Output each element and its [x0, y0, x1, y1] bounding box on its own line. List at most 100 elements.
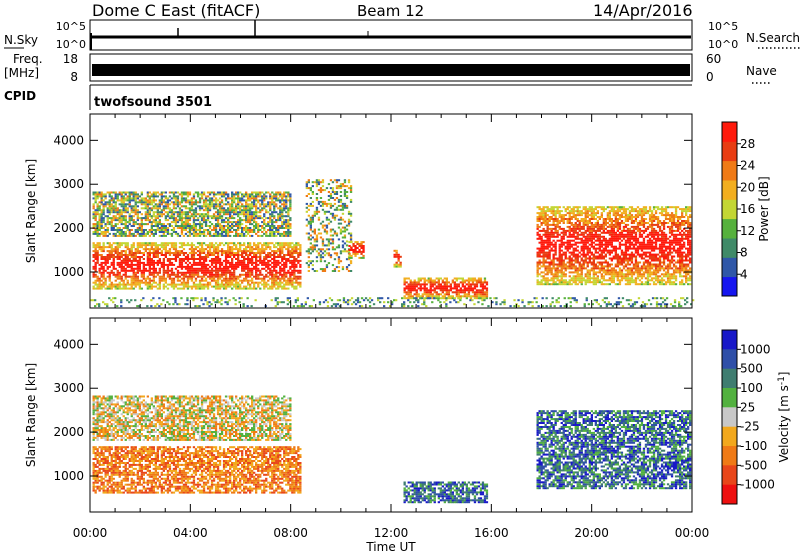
- echo-cell: [222, 213, 226, 216]
- echo-cell: [166, 271, 170, 274]
- echo-cell: [317, 216, 321, 219]
- echo-cell: [257, 252, 260, 254]
- echo-cell: [100, 285, 103, 288]
- echo-cell: [277, 232, 280, 235]
- echo-cell: [568, 235, 571, 238]
- echo-cell: [192, 281, 196, 284]
- echo-cell: [243, 244, 246, 247]
- echo-cell: [142, 248, 145, 251]
- echo-cell: [227, 197, 230, 200]
- echo-cell: [538, 283, 541, 286]
- echo-cell: [333, 179, 337, 182]
- echo-cell: [477, 279, 481, 282]
- echo-cell: [347, 258, 351, 261]
- echo-cell: [128, 229, 131, 231]
- echo-cell: [126, 207, 129, 210]
- echo-cell: [291, 273, 294, 276]
- echo-cell: [582, 241, 585, 244]
- echo-cell: [140, 203, 143, 206]
- echo-cell: [224, 234, 228, 237]
- echo-cell: [140, 279, 143, 282]
- echo-cell: [174, 248, 178, 251]
- echo-cell: [156, 215, 159, 218]
- echo-cell: [275, 195, 278, 198]
- echo-cell: [176, 227, 180, 229]
- echo-cell: [200, 287, 204, 290]
- echo-cell: [174, 203, 178, 206]
- echo-cell: [216, 199, 220, 202]
- echo-cell: [267, 244, 270, 247]
- echo-cell: [140, 261, 143, 264]
- echo-cell: [281, 244, 284, 247]
- echo-cell: [309, 197, 312, 199]
- echo-cell: [202, 263, 206, 266]
- echo-cell: [560, 237, 563, 240]
- echo-cell: [112, 219, 115, 222]
- echo-cell: [261, 217, 264, 220]
- echo-cell: [329, 230, 333, 233]
- echo-cell: [126, 287, 129, 290]
- echo-cell: [198, 229, 202, 231]
- echo-cell: [568, 220, 571, 222]
- echo-cell: [112, 232, 115, 235]
- echo-cell: [566, 212, 569, 215]
- echo-cell: [582, 243, 585, 246]
- echo-cell: [184, 201, 188, 204]
- echo-cell: [112, 191, 115, 194]
- echo-cell: [590, 263, 593, 266]
- echo-cell: [592, 281, 595, 284]
- echo-cell: [315, 270, 319, 272]
- echo-cell: [341, 266, 345, 269]
- echo-cell: [321, 242, 325, 245]
- echo-cell: [231, 191, 234, 194]
- echo-cell: [403, 287, 406, 290]
- echo-cell: [156, 207, 159, 210]
- echo-cell: [431, 289, 434, 292]
- echo-cell: [295, 285, 298, 288]
- echo-cell: [150, 225, 153, 227]
- echo-cell: [465, 287, 468, 290]
- echo-cell: [349, 200, 353, 203]
- echo-cell: [329, 195, 333, 197]
- echo-cell: [176, 232, 180, 235]
- echo-cell: [110, 269, 113, 272]
- echo-cell: [104, 223, 107, 226]
- echo-cell: [425, 279, 428, 282]
- echo-cell: [245, 213, 248, 216]
- echo-cell: [279, 217, 282, 220]
- echo-cell: [108, 191, 111, 194]
- echo-cell: [560, 227, 563, 230]
- echo-cell: [206, 203, 210, 206]
- echo-cell: [459, 295, 462, 298]
- echo-cell: [354, 241, 357, 244]
- echo-cell: [239, 225, 242, 227]
- echo-cell: [178, 287, 182, 290]
- echo-cell: [214, 242, 218, 245]
- echo-cell: [144, 197, 147, 200]
- echo-cell: [356, 252, 359, 255]
- echo-cell: [267, 271, 270, 274]
- echo-cell: [349, 191, 353, 193]
- echo-cell: [186, 283, 190, 286]
- echo-cell: [281, 267, 284, 270]
- echo-cell: [273, 201, 276, 204]
- freq-unit: [MHz]: [4, 66, 39, 80]
- echo-cell: [176, 215, 180, 218]
- echo-cell: [337, 260, 341, 263]
- echo-cell: [231, 250, 234, 253]
- echo-cell: [249, 197, 252, 200]
- echo-cell: [160, 265, 163, 268]
- echo-cell: [455, 295, 458, 298]
- echo-cell: [235, 246, 238, 249]
- echo-cell: [100, 265, 103, 268]
- echo-cell: [570, 271, 573, 274]
- echo-cell: [116, 209, 119, 212]
- echo-cell: [214, 281, 218, 284]
- echo-cell: [148, 234, 151, 237]
- echo-cell: [536, 265, 539, 268]
- echo-cell: [196, 219, 200, 222]
- echo-cell: [546, 251, 549, 254]
- echo-cell: [572, 231, 575, 234]
- echo-cell: [405, 291, 408, 294]
- echo-cell: [170, 215, 174, 218]
